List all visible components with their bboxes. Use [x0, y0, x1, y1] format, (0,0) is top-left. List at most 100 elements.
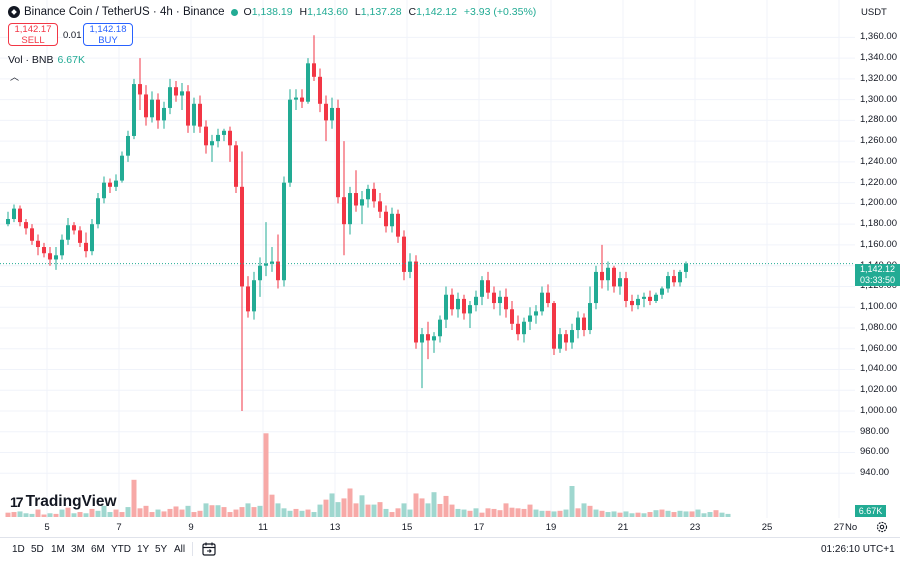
volume-bar	[437, 503, 443, 517]
candle-up	[288, 99, 292, 183]
candle-up	[588, 303, 592, 331]
volume-bar	[257, 505, 263, 517]
volume-bar	[677, 510, 683, 517]
volume-bar	[203, 503, 209, 517]
volume-bar	[311, 512, 317, 517]
volume-bar	[281, 508, 287, 517]
volume-bar	[419, 498, 425, 517]
volume-bar	[245, 503, 251, 517]
candle-up	[306, 63, 310, 102]
volume-bar	[443, 495, 449, 517]
volume-bar	[347, 488, 353, 517]
candle-up	[408, 261, 412, 272]
candle-up	[60, 239, 64, 256]
candle-up	[432, 336, 436, 341]
currency-selector[interactable]: USDT	[861, 7, 887, 18]
candle-up	[54, 255, 58, 260]
price-tick-label: 1,180.00	[860, 218, 897, 230]
time-tick-label: 5	[44, 522, 50, 533]
collapse-legend-icon[interactable]: ︿	[10, 72, 20, 82]
timeframe-button-all[interactable]: All	[174, 544, 186, 555]
candle-down	[138, 84, 142, 95]
volume-bar	[233, 509, 239, 517]
timeframe-button-ytd[interactable]: YTD	[111, 544, 131, 555]
candle-up	[642, 296, 646, 299]
toolbar-divider	[192, 542, 193, 556]
calendar-range-icon[interactable]	[201, 541, 217, 557]
timeframe-button-3m[interactable]: 3M	[71, 544, 85, 555]
bottom-toolbar	[0, 537, 900, 563]
tradingview-logo-text: TradingView	[25, 493, 117, 510]
timeframe-button-6m[interactable]: 6M	[91, 544, 105, 555]
symbol-legend[interactable]: Binance Coin / TetherUS · 4h · Binance O…	[8, 6, 540, 18]
tradingview-logo-mark: 17	[10, 494, 24, 510]
volume-bar	[671, 512, 677, 517]
price-tick-label: 1,060.00	[860, 342, 897, 354]
timeframe-button-5d[interactable]: 5D	[31, 544, 44, 555]
volume-bar	[95, 510, 101, 517]
price-tick-label: 1,240.00	[860, 155, 897, 167]
utc-clock[interactable]: 01:26:10 UTC+1	[821, 544, 895, 555]
price-tick-label: 1,160.00	[860, 238, 897, 250]
price-tick-label: 1,300.00	[860, 93, 897, 105]
volume-bar	[407, 509, 413, 517]
tradingview-logo[interactable]: 17 TradingView	[10, 493, 117, 511]
volume-bar	[317, 504, 323, 517]
candle-up	[498, 296, 502, 304]
volume-bar	[683, 511, 689, 517]
volume-bar	[239, 507, 245, 517]
volume-bar	[299, 510, 305, 517]
timeframe-button-5y[interactable]: 5Y	[155, 544, 168, 555]
candle-up	[210, 141, 214, 146]
candle-up	[360, 199, 364, 206]
candle-down	[624, 278, 628, 301]
log-scale-toggle[interactable]: No	[845, 522, 858, 533]
volume-bar	[491, 508, 497, 517]
volume-bar	[371, 504, 377, 517]
timeframe-button-1y[interactable]: 1Y	[137, 544, 150, 555]
timeframe-button-1d[interactable]: 1D	[12, 544, 25, 555]
candle-down	[144, 94, 148, 118]
volume-legend[interactable]: Vol · BNB 6.67K	[8, 54, 85, 66]
candle-up	[456, 298, 460, 310]
volume-bar	[149, 512, 155, 517]
buy-button[interactable]: 1,142.18 BUY	[83, 23, 133, 46]
low-value: 1,137.28	[360, 6, 402, 18]
candle-up	[6, 218, 10, 225]
volume-bar	[251, 507, 257, 517]
timeframe-button-1m[interactable]: 1M	[51, 544, 65, 555]
candle-up	[282, 182, 286, 281]
volume-bar	[227, 512, 233, 517]
candle-down	[42, 247, 46, 254]
symbol-title[interactable]: Binance Coin / TetherUS · 4h · Binance	[24, 6, 225, 18]
volume-bar	[377, 502, 383, 517]
candle-down	[24, 222, 28, 229]
volume-bar	[587, 505, 593, 517]
volume-bar	[269, 494, 275, 517]
candle-up	[528, 315, 532, 322]
price-tick-label: 1,280.00	[860, 114, 897, 126]
sell-button[interactable]: 1,142.17 SELL	[8, 23, 58, 46]
volume-bar	[323, 499, 329, 517]
candle-down	[672, 276, 676, 283]
candle-down	[510, 309, 514, 324]
candle-up	[438, 319, 442, 337]
price-chart[interactable]	[0, 0, 855, 518]
volume-bar	[89, 508, 95, 517]
candle-down	[174, 87, 178, 96]
candle-up	[192, 103, 196, 126]
candle-down	[372, 188, 376, 202]
candle-up	[474, 296, 478, 306]
chart-area[interactable]	[0, 0, 855, 518]
candle-down	[414, 261, 418, 343]
volume-bar	[131, 479, 137, 517]
candle-up	[258, 265, 262, 281]
candle-down	[648, 296, 652, 301]
high-value: 1,143.60	[307, 6, 348, 18]
candle-down	[378, 201, 382, 212]
volume-bar	[623, 511, 629, 517]
time-tick-label: 7	[116, 522, 122, 533]
volume-bar	[365, 504, 371, 517]
volume-bar	[401, 503, 407, 517]
gear-icon[interactable]	[875, 520, 889, 534]
